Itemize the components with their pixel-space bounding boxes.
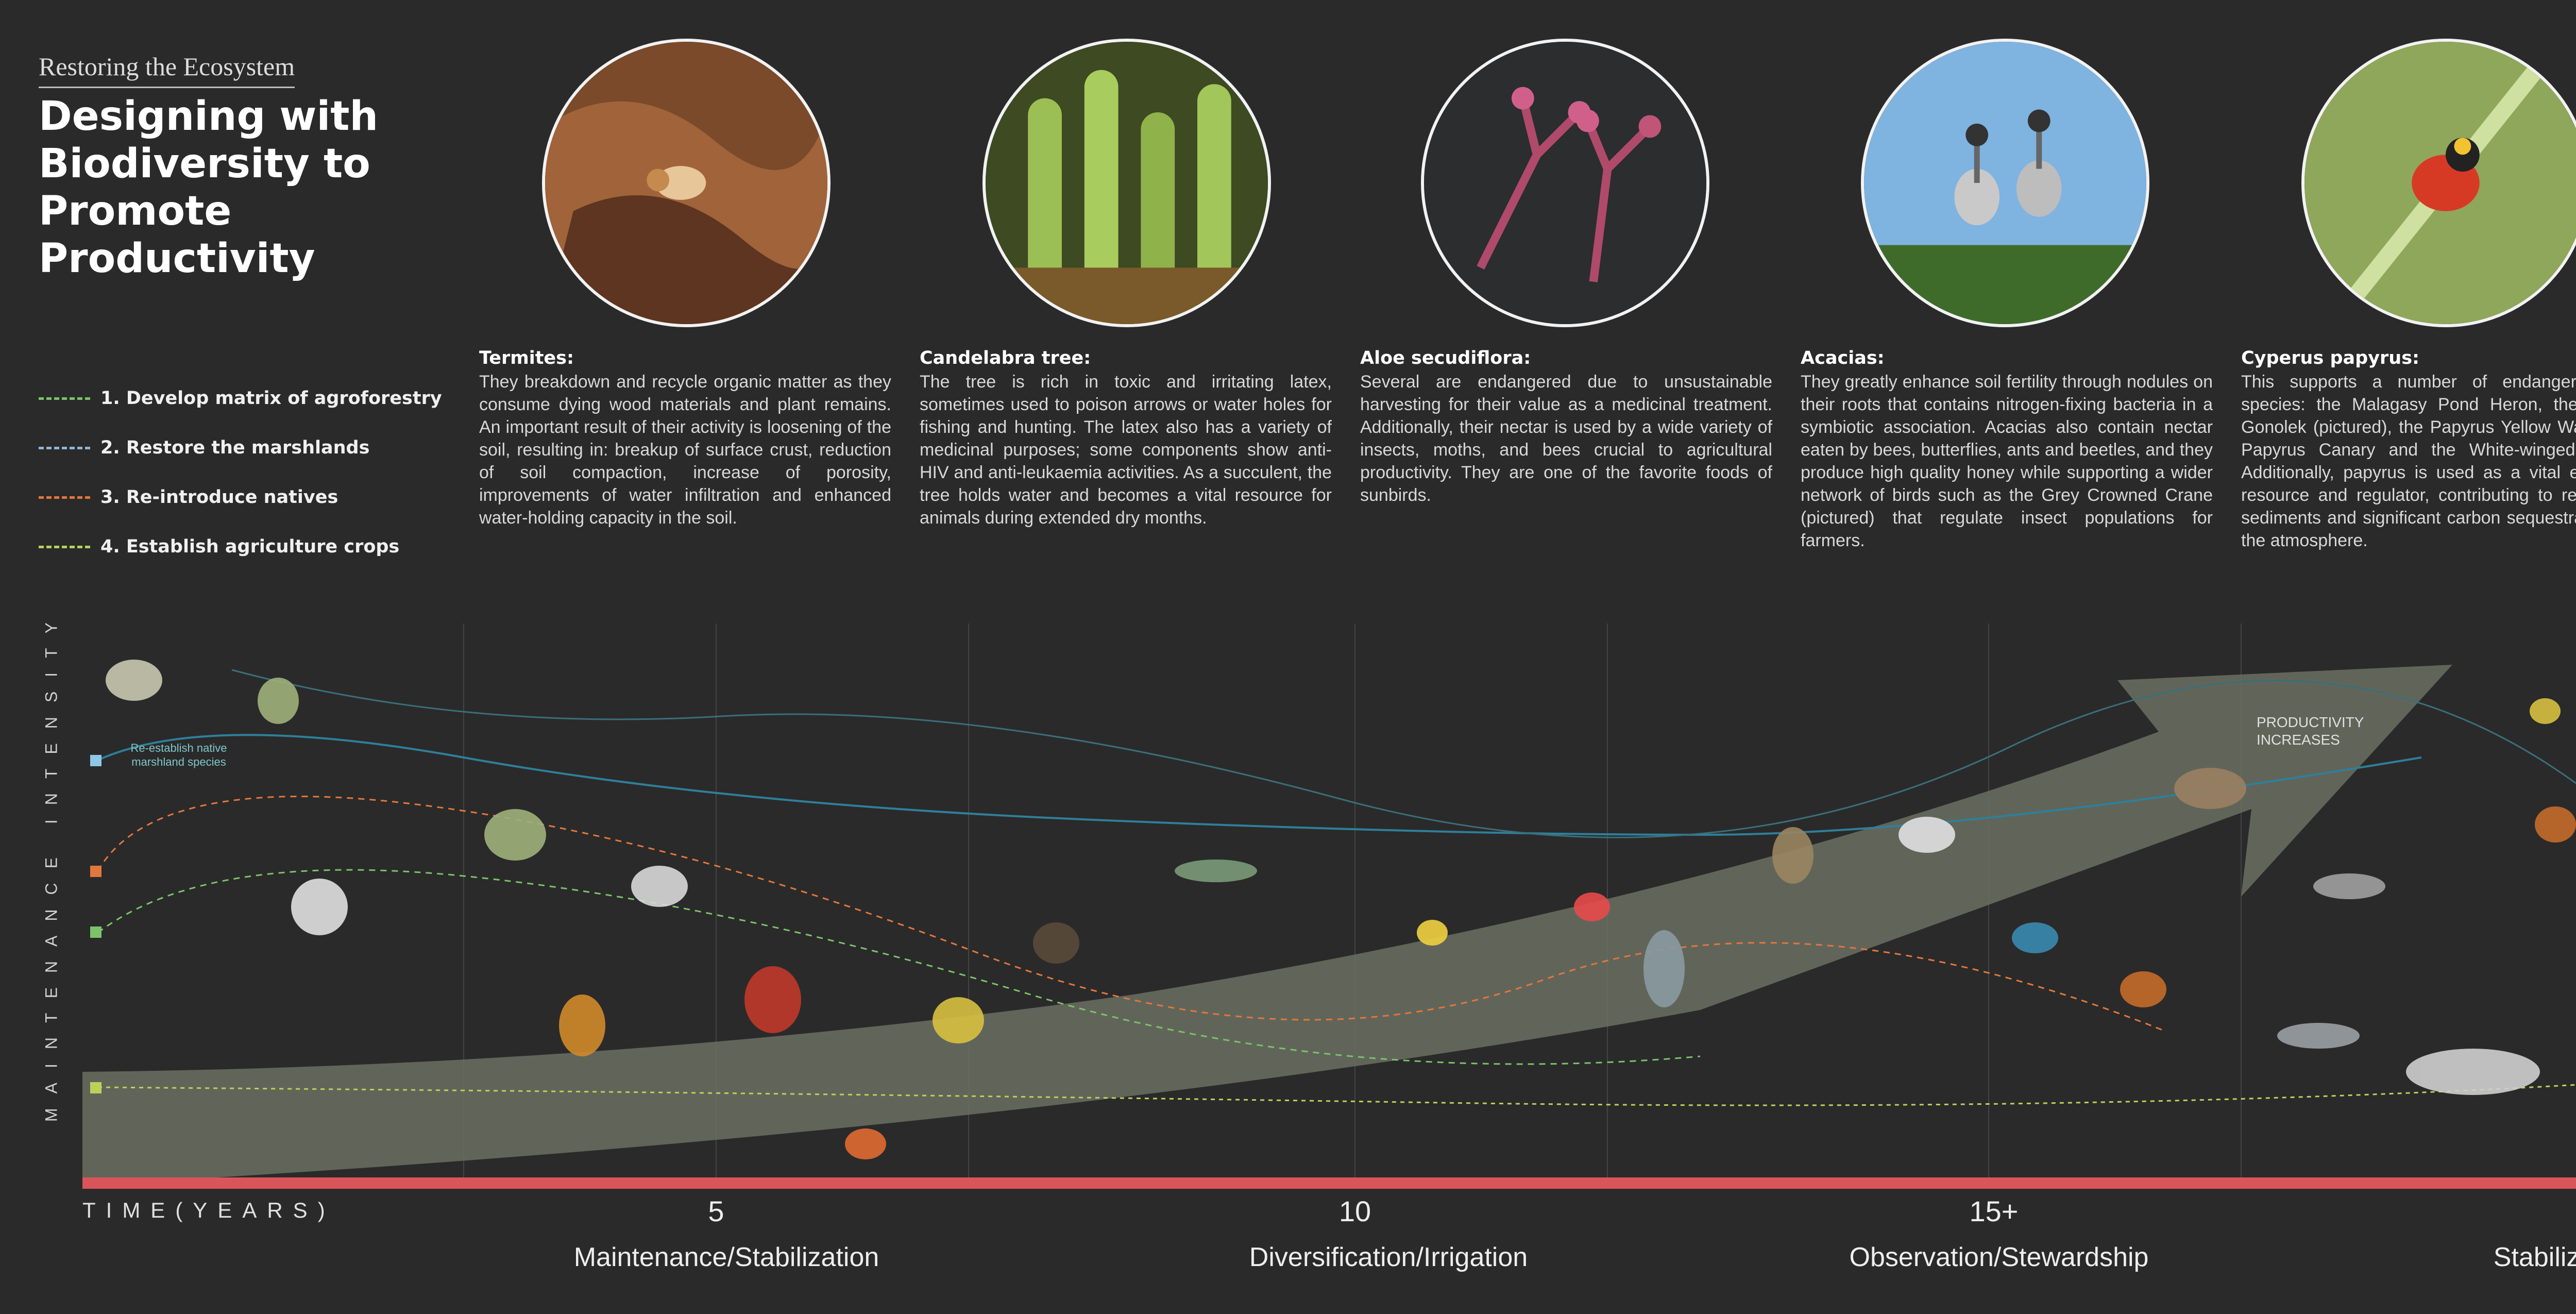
legend-swatch: [39, 496, 90, 499]
aloe-flower-photo-icon: [1421, 39, 1709, 327]
tick-label: 10: [1338, 1195, 1371, 1227]
natives-marker: [90, 866, 101, 877]
species-title: Aloe secudiflora:: [1360, 348, 1531, 368]
species-title: Cyperus papyrus:: [2241, 348, 2420, 368]
species-card-candelabra: Candelabra tree: The tree is rich in tox…: [920, 348, 1332, 529]
legend-label: 1. Develop matrix of agroforestry: [100, 388, 442, 409]
legend-item-crops: 4. Establish agriculture crops: [39, 522, 442, 571]
timeline-diagram: [82, 624, 2576, 1189]
marsh-stream-2: [231, 669, 2576, 838]
phase-label: Diversification/Irrigation: [1249, 1242, 1528, 1272]
marsh-marker: [90, 755, 101, 766]
species-description: They greatly enhance soil fertility thro…: [1801, 372, 2213, 550]
tick-label: 5: [708, 1195, 724, 1227]
marsh-note: Re-establish native marshland species: [130, 742, 227, 768]
agroforestry-stream: [97, 869, 1701, 1065]
y-axis-label-text: MAINTENANCE INTENSITY: [42, 608, 61, 1122]
phase-label: Observation/Stewardship: [1849, 1242, 2149, 1272]
crowned-crane-photo-icon: [1861, 39, 2149, 327]
papyrus-gonolek-photo-icon: [2301, 39, 2576, 327]
legend-item-natives: 3. Re-introduce natives: [39, 473, 442, 522]
legend-label: 3. Re-introduce natives: [100, 487, 338, 508]
crops-marker: [90, 1082, 101, 1093]
kicker-title: Restoring the Ecosystem: [39, 52, 295, 88]
species-description: They breakdown and recycle organic matte…: [479, 372, 891, 528]
species-title: Acacias:: [1801, 348, 1885, 368]
phase-label: Maintenance/Stabilization: [573, 1242, 879, 1272]
species-title: Termites:: [479, 348, 574, 368]
species-card-aloe: Aloe secudiflora: Several are endangered…: [1360, 348, 1772, 507]
legend-swatch: [39, 545, 90, 548]
species-description: This supports a number of endangered avi…: [2241, 372, 2576, 550]
species-title: Candelabra tree:: [920, 348, 1091, 368]
page-title: Designing with Biodiversity to Promote P…: [39, 93, 379, 282]
termite-photo-icon: [542, 39, 831, 327]
phase-label: Stabilization: [2493, 1242, 2576, 1272]
legend-item-marshlands: 2. Restore the marshlands: [39, 423, 442, 473]
species-card-termites: Termites: They breakdown and recycle org…: [479, 348, 891, 529]
productivity-arrow: [82, 665, 2452, 1185]
crops-stream: [97, 1084, 2576, 1106]
candelabra-tree-photo-icon: [982, 39, 1271, 327]
species-description: The tree is rich in toxic and irritating…: [920, 372, 1332, 528]
agroforestry-marker: [90, 926, 101, 938]
species-illustrations: [106, 660, 2576, 1159]
x-axis-label: TIME(YEARS): [82, 1198, 335, 1222]
legend: 1. Develop matrix of agroforestry 2. Res…: [39, 374, 442, 571]
legend-item-agroforestry: 1. Develop matrix of agroforestry: [39, 374, 442, 423]
time-axis-bar: [82, 1177, 2576, 1189]
species-description: Several are endangered due to unsustaina…: [1360, 372, 1772, 505]
legend-swatch: [39, 446, 90, 449]
legend-label: 2. Restore the marshlands: [100, 437, 370, 458]
natives-stream: [97, 796, 2164, 1032]
species-card-acacias: Acacias: They greatly enhance soil ferti…: [1801, 348, 2213, 552]
legend-swatch: [39, 397, 90, 400]
species-card-papyrus: Cyperus papyrus: This supports a number …: [2241, 348, 2576, 552]
tick-label: 15+: [1969, 1195, 2019, 1227]
legend-label: 4. Establish agriculture crops: [100, 536, 400, 557]
productivity-label: PRODUCTIVITY INCREASES: [2257, 714, 2364, 748]
